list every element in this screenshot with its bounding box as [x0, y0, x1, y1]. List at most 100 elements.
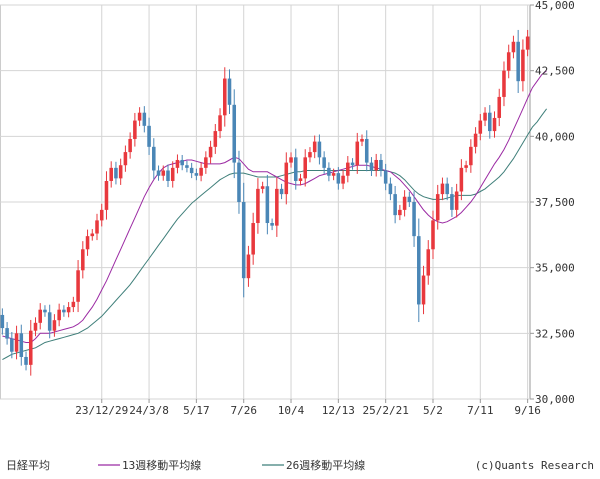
down-candle	[369, 157, 374, 176]
ma13-series	[2, 70, 547, 343]
up-candle	[312, 135, 317, 159]
up-candle	[52, 314, 57, 337]
x-tick-label: 24/3/8	[129, 404, 169, 417]
candle-body	[270, 223, 274, 226]
candle-body	[76, 270, 80, 302]
up-candle	[81, 241, 85, 279]
down-candle	[5, 322, 9, 345]
down-candle	[166, 164, 170, 188]
up-candle	[256, 178, 260, 234]
up-candle	[99, 203, 104, 227]
candle-body	[298, 178, 303, 181]
candle-body	[289, 157, 293, 163]
down-candle	[388, 177, 393, 201]
candle-body	[407, 196, 412, 202]
candle-body	[227, 78, 232, 105]
candle-body	[327, 167, 331, 176]
candle-body	[454, 191, 459, 210]
up-candle	[223, 67, 227, 127]
candle-body	[156, 170, 161, 176]
up-candle	[57, 303, 61, 327]
candle-body	[256, 188, 260, 224]
candlestick-series	[0, 29, 530, 376]
candle-body	[114, 167, 118, 179]
candle-body	[360, 138, 364, 142]
up-candle	[421, 265, 426, 315]
up-candle	[246, 245, 251, 287]
up-candle	[303, 149, 307, 187]
candle-body	[10, 338, 14, 352]
candle-body	[52, 320, 57, 331]
legend-nikkei-label: 日経平均	[6, 459, 50, 472]
candle-body	[431, 220, 435, 250]
candle-body	[506, 52, 511, 71]
candle-body	[279, 188, 284, 195]
legend-ma26-label: 26週移動平均線	[286, 458, 365, 472]
x-tick-label: 7/26	[230, 404, 257, 417]
down-candle	[10, 332, 14, 359]
down-candle	[0, 308, 5, 335]
candle-body	[123, 152, 128, 166]
down-candle	[185, 160, 189, 173]
down-candle	[24, 351, 28, 371]
candle-body	[492, 117, 497, 132]
up-candle	[175, 154, 180, 174]
y-tick-label: 30,000	[535, 393, 575, 406]
candle-body	[412, 202, 416, 237]
candle-body	[511, 41, 516, 53]
candle-body	[469, 146, 473, 166]
candle-body	[85, 236, 90, 250]
x-tick-label: 23/12/29	[75, 404, 128, 417]
candle-body	[28, 330, 33, 365]
up-candle	[251, 212, 255, 265]
x-tick-label: 5/2	[423, 404, 443, 417]
candle-body	[90, 233, 95, 237]
down-candle	[364, 130, 369, 172]
candle-body	[194, 173, 199, 176]
candle-body	[473, 133, 478, 147]
up-candle	[76, 260, 80, 313]
candle-body	[393, 194, 397, 216]
down-candle	[19, 324, 24, 366]
candle-body	[104, 180, 109, 210]
candle-body	[180, 159, 184, 166]
y-tick-label: 37,500	[535, 196, 575, 209]
candle-body	[341, 175, 345, 184]
candle-body	[502, 70, 506, 97]
up-candle	[90, 229, 95, 241]
candle-body	[293, 157, 298, 181]
candle-body	[218, 115, 222, 132]
down-candle	[412, 191, 416, 247]
candle-body	[133, 120, 137, 139]
candle-body	[284, 162, 289, 195]
candle-body	[440, 183, 445, 195]
candle-body	[208, 146, 213, 158]
y-axis-ticks: 30,000 32,500 35,000 37,500 40,000 42,500 45,0…	[530, 0, 575, 406]
up-candle	[454, 183, 459, 218]
grid-lines	[0, 4, 530, 400]
up-candle	[170, 161, 175, 188]
x-tick-label: 25/2/21	[362, 404, 408, 417]
down-candle	[336, 167, 341, 190]
up-candle	[308, 147, 312, 163]
down-candle	[265, 174, 270, 235]
down-candle	[279, 183, 284, 200]
candle-body	[402, 196, 407, 210]
up-candle	[298, 173, 303, 186]
candle-body	[199, 167, 203, 176]
up-candle	[213, 123, 218, 154]
candle-body	[142, 112, 147, 126]
candle-body	[38, 309, 42, 323]
candle-body	[246, 254, 251, 279]
candle-body	[379, 159, 383, 171]
candle-body	[516, 41, 520, 82]
up-candle	[464, 160, 468, 173]
candle-body	[19, 333, 24, 357]
candle-body	[109, 167, 113, 181]
up-candle	[208, 140, 213, 164]
down-candle	[232, 89, 237, 179]
candle-body	[161, 170, 166, 176]
candle-body	[33, 322, 38, 331]
candle-body	[426, 249, 431, 276]
